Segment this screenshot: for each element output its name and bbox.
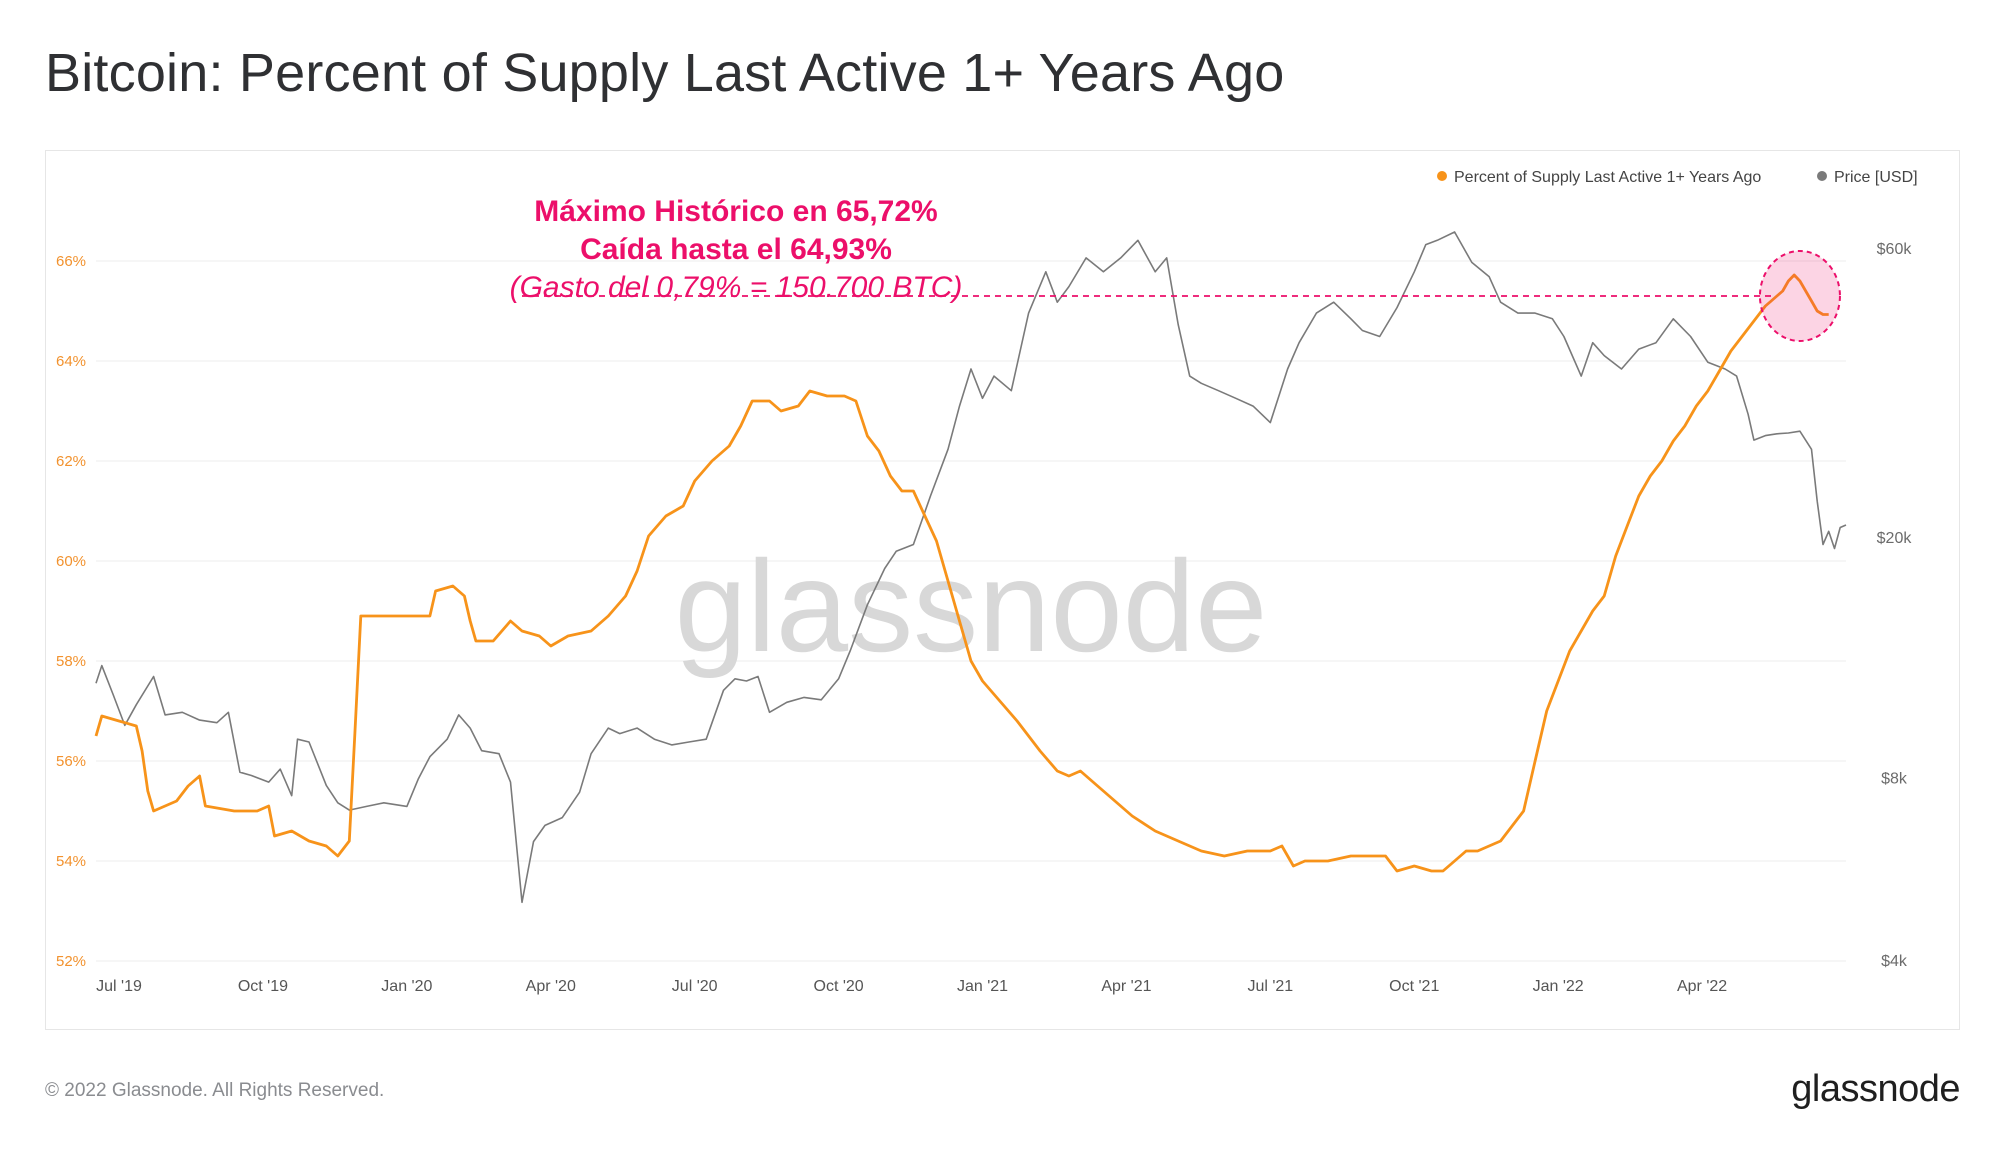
footer-copyright: © 2022 Glassnode. All Rights Reserved. <box>45 1080 385 1101</box>
y-left-tick-label: 66% <box>56 253 86 270</box>
y-left-tick-label: 64% <box>56 353 86 370</box>
y-right-tick-label: $4k <box>1881 953 1908 970</box>
legend-marker-price <box>1817 171 1827 181</box>
x-tick-label: Jul '21 <box>1247 978 1293 995</box>
y-right-tick-label: $60k <box>1877 241 1913 258</box>
chart-title: Bitcoin: Percent of Supply Last Active 1… <box>45 43 1285 103</box>
y-left-tick-label: 54% <box>56 853 86 870</box>
price-line <box>95 231 1847 904</box>
x-tick-label: Apr '21 <box>1101 978 1151 995</box>
x-tick-label: Oct '21 <box>1389 978 1439 995</box>
annotation-line-1: Máximo Histórico en 65,72% <box>534 195 937 228</box>
x-tick-label: Apr '22 <box>1677 978 1727 995</box>
annotation-line-2: Caída hasta el 64,93% <box>580 233 892 266</box>
highlight-circle <box>1758 250 1841 342</box>
legend-label-supply: Percent of Supply Last Active 1+ Years A… <box>1454 169 1761 186</box>
y-left-tick-label: 60% <box>56 553 86 570</box>
legend-marker-supply <box>1437 171 1447 181</box>
x-tick-label: Jan '21 <box>957 978 1008 995</box>
x-tick-label: Apr '20 <box>526 978 576 995</box>
supply-percent-line <box>94 273 1829 873</box>
x-tick-label: Oct '19 <box>238 978 288 995</box>
x-tick-label: Jan '22 <box>1533 978 1584 995</box>
y-left-tick-label: 52% <box>56 953 86 970</box>
watermark-text: glassnode <box>675 533 1268 679</box>
y-left-tick-label: 62% <box>56 453 86 470</box>
y-left-tick-label: 56% <box>56 753 86 770</box>
annotation-line-3: (Gasto del 0,79% = 150.700 BTC) <box>510 271 963 304</box>
chart-frame: 52% 54% 56% 58% 60% 62% 64% 66% $4k $8k $20k $60k Ju… <box>45 150 1960 1030</box>
y-right-tick-label: $8k <box>1881 771 1908 788</box>
glassnode-logo: glassnode <box>1791 1068 1960 1110</box>
y-right-tick-label: $20k <box>1877 530 1913 547</box>
x-tick-label: Jul '19 <box>96 978 142 995</box>
chart-svg: 52% 54% 56% 58% 60% 62% 64% 66% $4k $8k $20k $60k Ju… <box>56 169 1918 995</box>
x-tick-label: Oct '20 <box>814 978 864 995</box>
y-left-tick-label: 58% <box>56 653 86 670</box>
x-tick-label: Jan '20 <box>381 978 432 995</box>
legend-label-price: Price [USD] <box>1834 169 1918 186</box>
x-tick-label: Jul '20 <box>672 978 718 995</box>
